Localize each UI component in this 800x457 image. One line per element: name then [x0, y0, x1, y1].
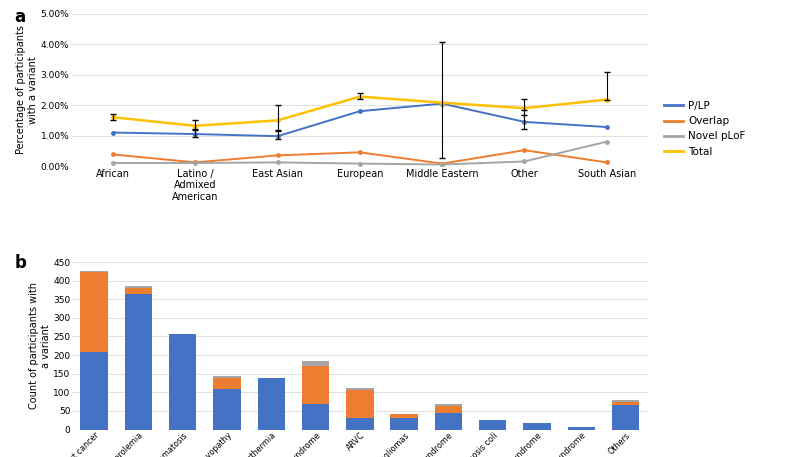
Text: b: b	[14, 254, 26, 271]
Bar	[346, 419, 374, 430]
Bar	[258, 378, 285, 430]
Bar	[346, 388, 374, 390]
Bar	[81, 272, 108, 352]
Bar	[612, 402, 639, 404]
Bar	[125, 294, 152, 430]
Y-axis label: Percentage of participants
with a variant: Percentage of participants with a varian…	[16, 26, 38, 154]
Bar	[214, 376, 241, 378]
Legend: P/LP, Overlap, Novel pLoF, Total: P/LP, Overlap, Novel pLoF, Total	[660, 97, 750, 161]
Bar	[125, 288, 152, 294]
Bar	[125, 286, 152, 288]
Bar	[434, 404, 462, 406]
Bar	[390, 414, 418, 418]
Bar	[479, 420, 506, 430]
Bar	[568, 426, 595, 430]
Bar	[214, 389, 241, 430]
Bar	[434, 413, 462, 430]
Bar	[302, 404, 330, 430]
Bar	[169, 334, 197, 430]
Y-axis label: Count of participants with
a variant: Count of participants with a variant	[29, 282, 50, 409]
Bar	[612, 400, 639, 402]
Bar	[302, 366, 330, 404]
Bar	[523, 423, 550, 430]
Bar	[81, 352, 108, 430]
Bar	[302, 361, 330, 366]
Text: a: a	[14, 8, 26, 26]
Bar	[390, 418, 418, 430]
Bar	[434, 406, 462, 413]
Bar	[214, 378, 241, 389]
Bar	[346, 390, 374, 419]
Bar	[81, 271, 108, 272]
Bar	[612, 404, 639, 430]
